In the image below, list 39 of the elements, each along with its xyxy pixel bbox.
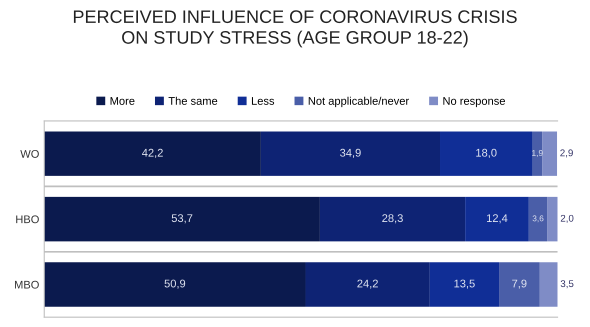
data-label: 3,6 (532, 215, 544, 222)
bar (528, 196, 548, 242)
y-tick-label: WO (20, 150, 39, 158)
legend-label: More (110, 97, 134, 105)
bar (44, 131, 261, 176)
bar (320, 196, 466, 242)
bar (260, 131, 440, 176)
data-label: 24,2 (357, 280, 378, 289)
data-label: 2,9 (560, 149, 573, 158)
legend-label: No response (443, 97, 505, 108)
data-label: 13,5 (454, 280, 475, 289)
data-label: 28,3 (382, 214, 403, 224)
bar (44, 262, 306, 307)
bar (430, 262, 500, 307)
y-tick-label: MBO (14, 280, 39, 289)
data-label: 50,9 (164, 280, 186, 289)
data-label: 42,2 (142, 148, 163, 158)
legend-label: The same (168, 96, 218, 105)
bar (465, 196, 529, 242)
bar (440, 131, 532, 176)
bar (542, 131, 558, 176)
data-label: 2,0 (560, 214, 574, 223)
legend-label: Less (252, 97, 274, 105)
bar (532, 131, 542, 176)
bar (306, 262, 430, 307)
data-label: 12,4 (487, 214, 508, 224)
legend-label: Not applicable/never (308, 96, 409, 108)
data-label: 34,9 (340, 148, 361, 158)
data-label: 7,9 (512, 280, 527, 289)
bar (499, 262, 540, 307)
data-label: 3,5 (560, 280, 574, 288)
data-label: 1,9 (532, 150, 543, 157)
bar (540, 262, 558, 307)
data-label: 53,7 (172, 214, 192, 224)
y-tick-label: HBO (16, 215, 39, 224)
bar (547, 196, 558, 242)
chart-title: PERCEIVED INFLUENCE OF CORONAVIRUS CRISIS ON STUDY STRESS (AGE GROUP 18-22) (74, 10, 517, 48)
data-label: 18,0 (476, 148, 497, 158)
bar (44, 196, 320, 242)
